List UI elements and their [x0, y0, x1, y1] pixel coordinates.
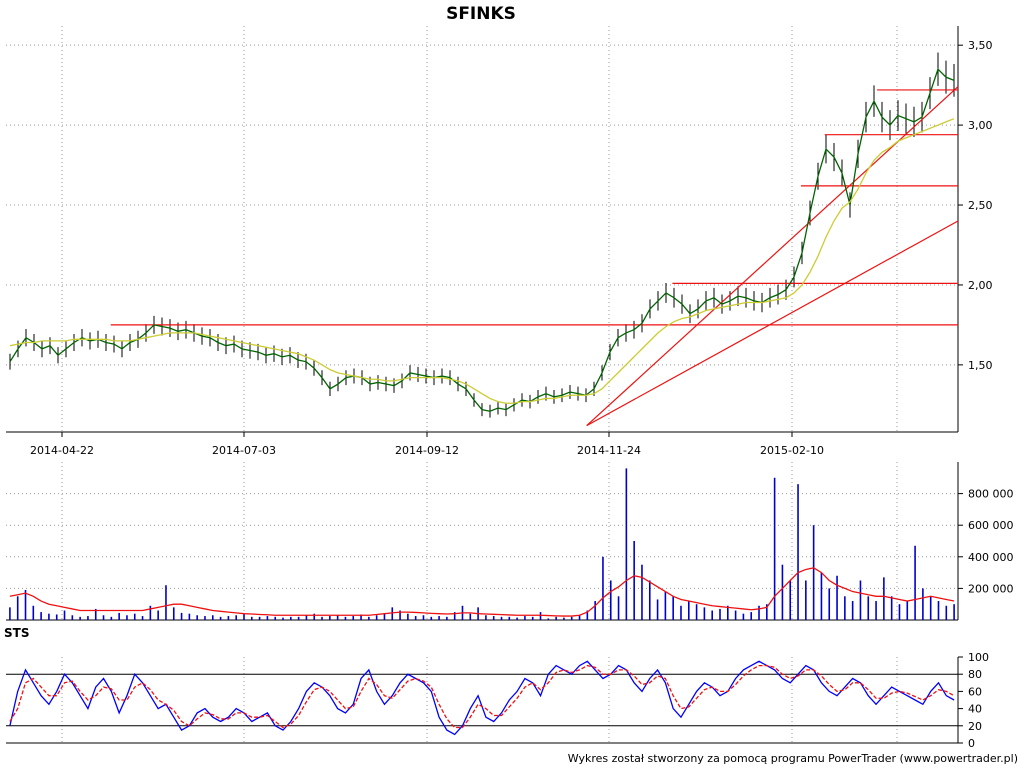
- sts-ytick-label: 60: [968, 685, 982, 698]
- price-ytick-label: 3,50: [968, 39, 993, 52]
- price-xtick-label: 2014-04-22: [30, 444, 94, 457]
- price-xtick-label: 2015-02-10: [760, 444, 824, 457]
- trend-line-1: [586, 86, 959, 427]
- vol-ytick-label: 200 000: [968, 582, 1014, 595]
- price-ytick-label: 3,00: [968, 119, 993, 132]
- sts-ytick-label: 0: [968, 737, 975, 750]
- price-ytick-label: 2,50: [968, 199, 993, 212]
- sts-panel-label: STS: [4, 626, 29, 640]
- volume-average-line: [9, 567, 955, 617]
- price-series-close: [9, 67, 955, 412]
- sts-ytick-label: 80: [968, 668, 982, 681]
- vol-ytick-label: 600 000: [968, 519, 1014, 532]
- sts-ytick-label: 100: [968, 651, 989, 664]
- price-xtick-label: 2014-09-12: [395, 444, 459, 457]
- price-ytick-label: 1,50: [968, 359, 993, 372]
- trend-line-0: [586, 220, 959, 427]
- price-ytick-label: 2,00: [968, 279, 993, 292]
- sts-series-slow: [9, 664, 955, 729]
- sts-series-fast: [9, 660, 955, 736]
- vol-ytick-label: 400 000: [968, 551, 1014, 564]
- chart-layer: 1,50 2,00 2,50 3,00 3,50 2014-04-22 2014-07-03…: [6, 26, 1014, 750]
- price-xtick-label: 2014-07-03: [212, 444, 276, 457]
- chart-title: SFINKS: [446, 4, 516, 24]
- price-xtick-label: 2014-11-24: [577, 444, 641, 457]
- vol-ytick-label: 800 000: [968, 488, 1014, 501]
- sts-ytick-label: 20: [968, 720, 982, 733]
- footer-credit: Wykres został stworzony za pomocą progra…: [568, 752, 1018, 765]
- price-series-moving-average: [9, 118, 955, 404]
- sts-ytick-label: 40: [968, 703, 982, 716]
